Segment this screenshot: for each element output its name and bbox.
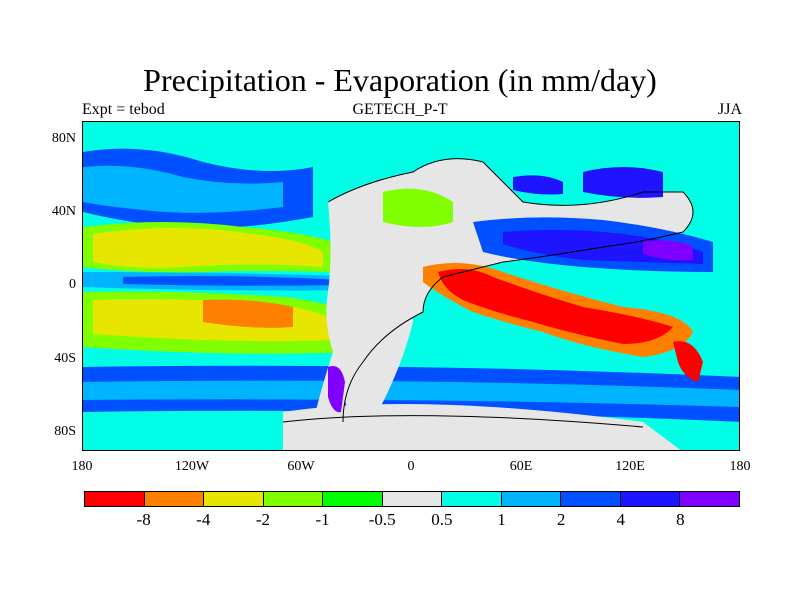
field-band [83, 122, 739, 144]
lat-tick-label: 80S [54, 424, 76, 439]
lon-tick-label: 60W [287, 459, 315, 474]
plot-title: Precipitation - Evaporation (in mm/day) [143, 62, 657, 98]
lat-tick-label: 80N [51, 131, 76, 146]
colorbar-label: -0.5 [368, 510, 396, 529]
colorbar-swatch [144, 492, 205, 506]
colorbar-swatch [263, 492, 324, 506]
field-region [383, 188, 453, 227]
colorbar-label: -1 [315, 510, 330, 529]
colorbar-swatch [501, 492, 562, 506]
field-region [93, 228, 323, 268]
colorbar-swatch [620, 492, 681, 506]
map-panel [82, 121, 740, 451]
coastline [282, 415, 644, 428]
colorbar-swatch [204, 492, 264, 506]
lon-tick-label: 0 [407, 459, 415, 474]
field-region [328, 366, 345, 413]
colorbar-swatch [561, 492, 621, 506]
colorbar-label: -4 [196, 510, 211, 529]
field-region [583, 167, 663, 198]
colorbar-label: 4 [616, 510, 625, 529]
field-region [83, 380, 739, 407]
lon-tick-label: 120W [174, 459, 210, 474]
dataset-label: GETECH_P-T [352, 101, 448, 118]
lat-tick-label: 0 [69, 277, 76, 292]
field-region [203, 299, 293, 328]
field-region [673, 341, 703, 382]
precip-evap-field [83, 122, 739, 450]
experiment-label: Expt = tebod [82, 101, 165, 118]
field-region [123, 276, 343, 286]
lon-tick-label: 60E [509, 459, 533, 474]
colorbar-swatch [323, 492, 383, 506]
field-region [643, 240, 693, 261]
lat-tick-label: 40N [51, 204, 76, 219]
colorbar-label: 0.5 [431, 510, 453, 529]
field-region [513, 175, 563, 195]
colorbar-label: 2 [556, 510, 566, 529]
season-label: JJA [717, 101, 742, 118]
colorbar [84, 491, 740, 507]
colorbar-swatch [442, 492, 502, 506]
lon-tick-label: 120E [615, 459, 645, 474]
lat-tick-label: 40S [54, 351, 76, 366]
colorbar-label: 1 [497, 510, 506, 529]
colorbar-label: -8 [136, 510, 151, 529]
colorbar-swatch [382, 492, 443, 506]
colorbar-swatch [85, 492, 145, 506]
lon-tick-label: 180 [729, 459, 751, 474]
coastline [327, 158, 694, 423]
landmass [338, 287, 413, 422]
colorbar-swatch [680, 492, 740, 506]
field-region [83, 165, 283, 213]
colorbar-label: 8 [676, 510, 685, 529]
colorbar-label: -2 [255, 510, 270, 529]
lon-tick-label: 180 [71, 459, 93, 474]
field-region [438, 268, 673, 344]
